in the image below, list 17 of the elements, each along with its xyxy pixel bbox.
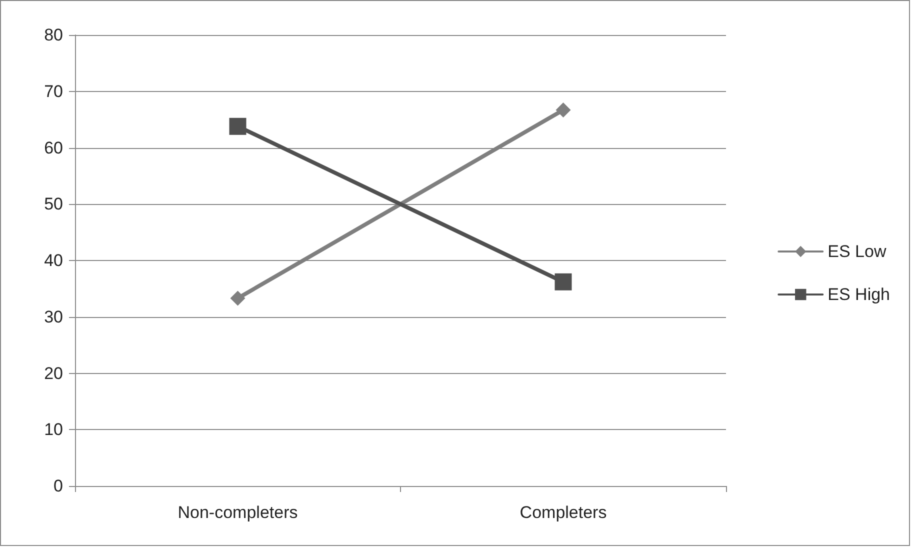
- point: [556, 102, 571, 118]
- y-tick-label: 0: [54, 476, 63, 496]
- y-tick-label: 70: [44, 82, 63, 101]
- y-tick-label: 60: [44, 138, 63, 158]
- y-tick-label: 10: [44, 420, 63, 440]
- x-tick-label: Completers: [520, 503, 607, 522]
- legend-label: ES High: [828, 285, 890, 304]
- y-tick-label: 50: [44, 194, 63, 214]
- x-tick-label: Non-completers: [178, 503, 298, 522]
- y-tick-label: 20: [44, 364, 63, 383]
- y-tick-label: 80: [44, 26, 63, 44]
- point: [554, 273, 572, 290]
- y-tick-label: 30: [44, 307, 63, 326]
- point: [229, 118, 246, 135]
- y-tick-label: 40: [44, 251, 63, 270]
- legend-label: ES Low: [828, 242, 887, 261]
- point: [230, 290, 246, 306]
